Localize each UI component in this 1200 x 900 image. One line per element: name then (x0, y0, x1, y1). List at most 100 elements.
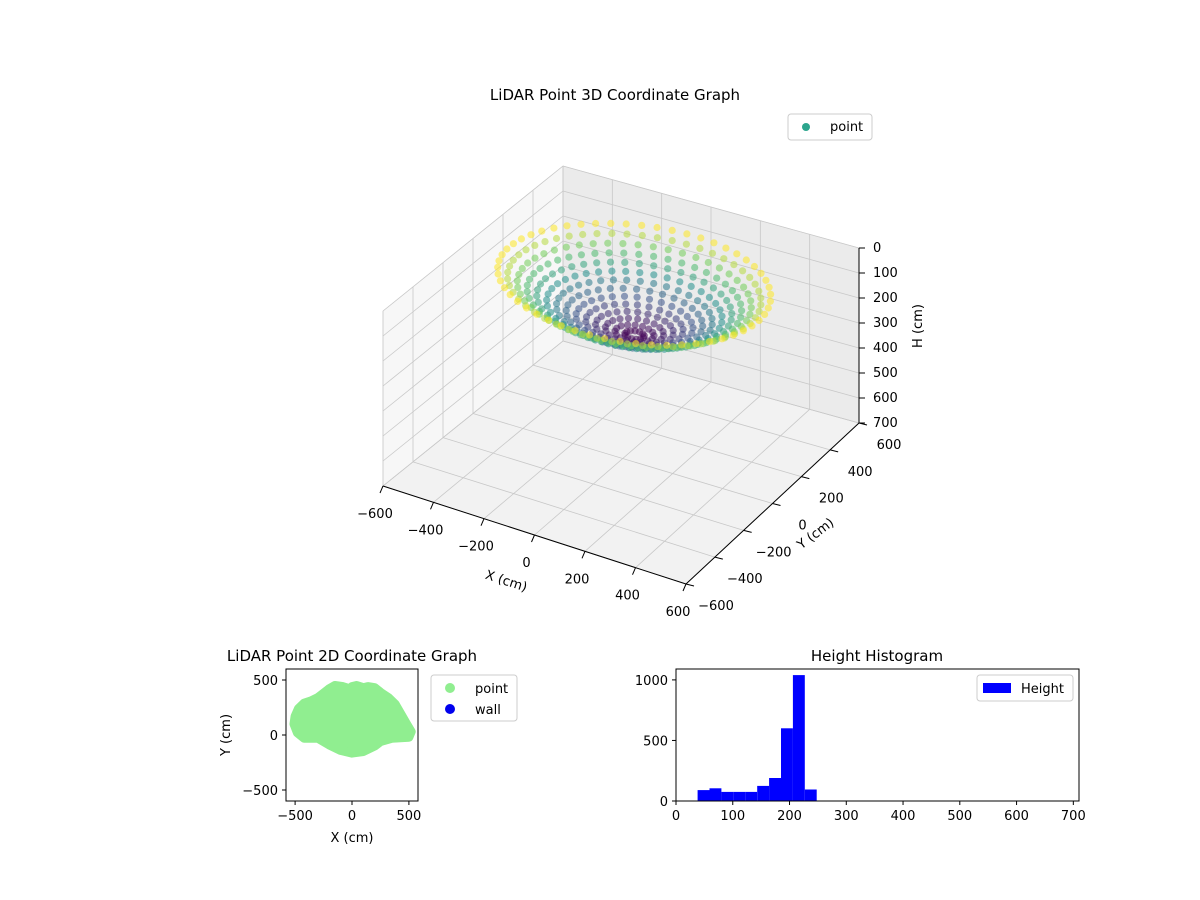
point-3d (608, 229, 616, 237)
y-tick (801, 476, 810, 480)
x-tick-label: −500 (277, 809, 313, 824)
y-tick (743, 529, 752, 533)
point-3d (571, 272, 579, 280)
point-3d (624, 314, 633, 322)
y-tick-label: 0 (798, 519, 806, 534)
y-tick-label: 200 (819, 492, 844, 507)
point-3d (600, 302, 609, 310)
point-3d (566, 285, 574, 293)
x-tick-label: −200 (458, 540, 494, 555)
point-3d (620, 249, 628, 257)
point-3d (748, 322, 756, 330)
point-3d (565, 325, 573, 334)
point-3d (517, 235, 526, 243)
point-3d (565, 232, 573, 240)
point-3d (646, 287, 654, 295)
point-3d (575, 241, 583, 249)
point-3d (495, 257, 503, 265)
point-3d (606, 284, 614, 293)
point-3d (536, 280, 545, 288)
point-3d (668, 302, 676, 310)
point-3d (694, 310, 702, 318)
point-3d (728, 310, 736, 318)
point-3d (631, 321, 639, 329)
point-3d (664, 255, 672, 263)
point-3d (563, 222, 571, 230)
point-3d (498, 251, 506, 259)
point-3d (718, 318, 726, 326)
chart-3d-title: LiDAR Point 3D Coordinate Graph (490, 86, 740, 104)
point-3d (720, 255, 728, 263)
point-3d (755, 316, 763, 324)
point-3d (624, 321, 632, 329)
y-tick-label: 500 (643, 734, 668, 749)
z-tick-label: 0 (873, 241, 881, 256)
grid-line (382, 315, 564, 462)
histogram-bar (792, 675, 805, 801)
point-3d (697, 234, 705, 242)
point-3d (541, 275, 550, 283)
histogram-legend-label: Height (1021, 682, 1064, 697)
point-3d (568, 263, 576, 271)
point-3d (710, 239, 718, 247)
point-3d (619, 284, 627, 292)
point-3d (644, 310, 652, 318)
point-3d (540, 250, 548, 258)
grid-line (562, 165, 860, 249)
point-3d (633, 301, 642, 309)
point-3d (665, 310, 673, 318)
point-3d (504, 275, 512, 283)
point-3d (609, 276, 618, 284)
chart-2d-title: LiDAR Point 2D Coordinate Graph (227, 647, 477, 665)
point-3d (669, 343, 677, 351)
grid-line (532, 364, 831, 451)
point-3d (678, 249, 687, 257)
point-3d (680, 299, 688, 307)
x-tick-label: 100 (720, 809, 745, 824)
point-3d (523, 304, 531, 312)
point-3d (580, 300, 588, 308)
y-tick-label: 400 (848, 465, 873, 480)
point-3d (541, 238, 549, 246)
point-3d (619, 240, 627, 248)
point-3d (601, 335, 609, 343)
point-3d (683, 230, 691, 238)
point-3d (506, 291, 514, 299)
point-3d (568, 296, 576, 304)
point-3d (638, 221, 646, 229)
x-tick (430, 502, 434, 510)
point-3d (620, 292, 629, 300)
point-3d (705, 308, 714, 316)
histogram-legend-swatch (983, 683, 1011, 693)
point-3d (504, 268, 512, 276)
point-3d (705, 293, 714, 301)
x-tick-label: 400 (891, 809, 916, 824)
point-3d (589, 240, 597, 248)
point-3d (708, 321, 716, 329)
z-tick-label: 300 (873, 316, 898, 331)
point-3d (561, 275, 570, 284)
point-3d (664, 265, 672, 273)
point-3d (739, 267, 747, 275)
point-3d (496, 277, 504, 285)
point-3d (650, 262, 658, 270)
point-3d (733, 250, 741, 258)
point-3d (653, 223, 661, 232)
point-3d (514, 297, 522, 305)
point-3d (604, 310, 612, 318)
point-3d (582, 269, 590, 278)
point-3d (638, 322, 647, 331)
point-3d (676, 278, 684, 286)
point-3d (650, 279, 658, 288)
histogram-frame (675, 668, 1080, 802)
histogram-bar (697, 790, 710, 801)
point-3d (746, 310, 754, 318)
point-3d (668, 237, 676, 245)
point-3d (616, 337, 624, 345)
point-3d (757, 294, 765, 302)
x-tick-label: −600 (357, 507, 393, 522)
point-3d (616, 315, 624, 323)
point-3d (608, 293, 616, 301)
point-3d (525, 275, 534, 283)
x-tick-label: 200 (777, 809, 802, 824)
